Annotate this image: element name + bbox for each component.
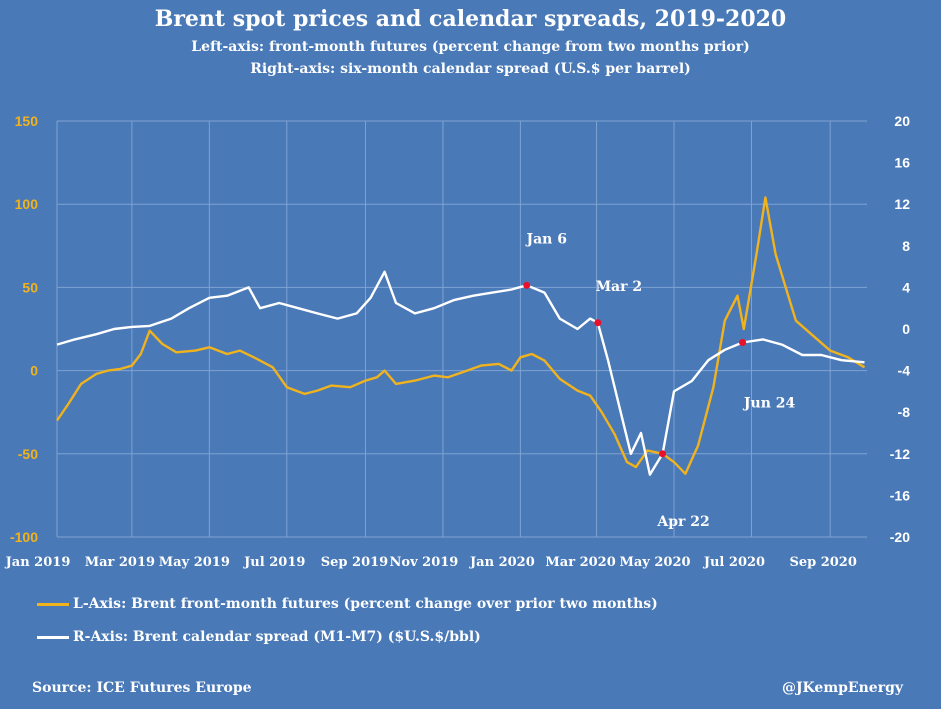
- y-right-tick-label: 12: [894, 196, 910, 212]
- y-right-tick-label: 0: [902, 321, 910, 337]
- y-right-tick-label: 16: [894, 155, 910, 171]
- annotation-marker: [523, 281, 531, 289]
- x-tick-label: Sep 2020: [789, 555, 856, 570]
- chart-subtitle-left-axis: Left-axis: front-month futures (percent …: [191, 39, 750, 55]
- legend-swatch-gold: [37, 602, 69, 606]
- y-right-tick-label: -12: [890, 446, 910, 462]
- annotation-label: Mar 2: [596, 279, 643, 295]
- source-note: Source: ICE Futures Europe: [32, 680, 252, 696]
- chart-subtitle-right-axis: Right-axis: six-month calendar spread (U…: [250, 61, 691, 77]
- legend-label-right-series: R-Axis: Brent calendar spread (M1-M7) ($…: [73, 629, 481, 645]
- x-tick-label: May 2020: [619, 555, 690, 570]
- x-tick-label: Mar 2019: [85, 555, 155, 570]
- annotation-label: Apr 22: [656, 514, 709, 530]
- x-tick-label: Nov 2019: [390, 555, 459, 570]
- annotation-label: Jan 6: [524, 231, 567, 247]
- x-tick-label: Jul 2019: [243, 555, 305, 570]
- x-tick-label: Mar 2020: [545, 555, 615, 570]
- y-left-tick-label: -100: [10, 529, 38, 545]
- annotation-marker: [594, 319, 602, 327]
- x-tick-label: Jan 2020: [469, 555, 535, 570]
- x-tick-label: Jan 2019: [5, 555, 71, 570]
- y-right-tick-label: -8: [898, 404, 911, 420]
- y-right-tick-label: 20: [894, 113, 910, 129]
- annotation-label: Jun 24: [742, 396, 796, 412]
- legend-label-left-series: L-Axis: Brent front-month futures (perce…: [73, 596, 658, 612]
- y-right-tick-label: -4: [898, 363, 911, 379]
- annotation-marker: [659, 450, 667, 458]
- y-right-tick-label: 4: [902, 279, 910, 295]
- series-line-left-axis: [56, 196, 866, 475]
- legend-item-right-series: R-Axis: Brent calendar spread (M1-M7) ($…: [37, 629, 481, 645]
- author-handle: @JKempEnergy: [781, 680, 903, 696]
- series-line-right-axis: [56, 270, 865, 476]
- x-tick-label: Sep 2019: [321, 555, 388, 570]
- legend-swatch-white: [37, 635, 69, 639]
- y-left-tick-label: 150: [15, 113, 39, 129]
- annotation-marker: [739, 339, 747, 347]
- y-right-tick-label: 8: [902, 238, 910, 254]
- chart-title: Brent spot prices and calendar spreads, …: [154, 6, 787, 32]
- y-left-tick-label: -50: [18, 446, 38, 462]
- y-right-tick-label: -20: [890, 529, 910, 545]
- x-tick-label: May 2019: [159, 555, 230, 570]
- legend-item-left-series: L-Axis: Brent front-month futures (perce…: [37, 596, 658, 612]
- y-left-tick-label: 0: [30, 363, 38, 379]
- y-right-tick-label: -16: [890, 487, 910, 503]
- y-left-tick-label: 50: [22, 279, 38, 295]
- x-tick-label: Jul 2020: [703, 555, 765, 570]
- y-left-tick-label: 100: [15, 196, 39, 212]
